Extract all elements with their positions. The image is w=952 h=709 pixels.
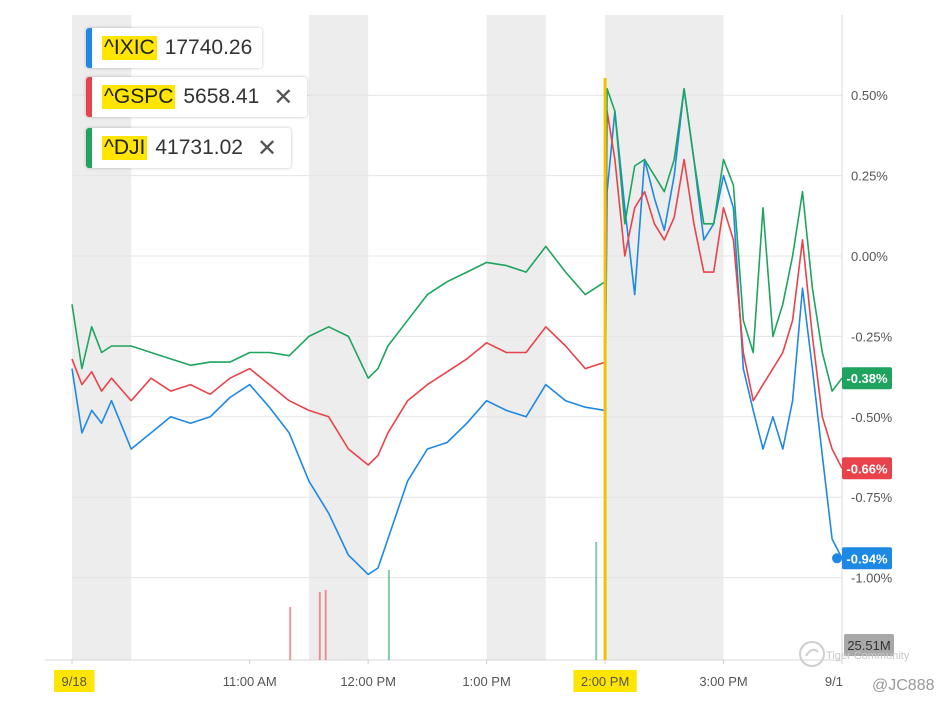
x-tick-label: 9/18 (62, 674, 87, 689)
legend-item-gspc[interactable]: ^GSPC 5658.41 ✕ (86, 77, 308, 117)
volume-bar (318, 592, 321, 660)
y-tick-label: -0.75% (851, 490, 893, 505)
y-axis-ticks: 0.50% 0.25% 0.00% -0.25% -0.50% -0.75% -1.00% (851, 88, 893, 585)
y-tick-label: -0.50% (851, 410, 893, 425)
y-tick-label: 0.00% (851, 249, 888, 264)
x-tick-label: 1:00 PM (462, 674, 510, 689)
shade-band (72, 15, 132, 660)
gridlines (45, 15, 843, 661)
watermark-text: Tiger Community (826, 650, 910, 662)
last-value-text: -0.38% (846, 371, 888, 386)
series-line (71, 110, 843, 469)
legend-value: 17740.26 (164, 36, 253, 59)
tiger-logo-icon (799, 641, 825, 667)
series-color-swatch (86, 28, 92, 68)
volume-bars (289, 542, 598, 660)
x-tick-label: 2:00 PM (581, 674, 629, 689)
session-shading (72, 15, 724, 660)
legend-symbol: ^DJI (102, 136, 148, 160)
watermark-user: @JC888 (872, 677, 935, 694)
last-value-text: -0.66% (846, 461, 888, 476)
volume-bar (324, 590, 327, 660)
last-value-badge (842, 367, 892, 390)
volume-badge (844, 634, 894, 656)
series-color-swatch (86, 77, 92, 117)
x-tick-label: 3:00 PM (699, 674, 747, 689)
x-tick-label: 11:00 AM (223, 674, 277, 689)
close-icon[interactable]: ✕ (273, 83, 294, 111)
volume-text: 25.51M (847, 638, 890, 653)
series-color-swatch (86, 128, 92, 168)
series-lines (71, 88, 843, 576)
series-line (71, 88, 843, 576)
x-tick-highlight (573, 670, 637, 692)
legend-item-dji[interactable]: ^DJI 41731.02 ✕ (86, 128, 292, 168)
x-tick-highlight (54, 670, 95, 692)
y-tick-label: 0.25% (851, 169, 888, 184)
volume-bar (289, 607, 292, 660)
last-value-badges: -0.94% -0.66% -0.38% 25.51M (832, 367, 894, 656)
legend-value: 5658.41 (183, 85, 260, 108)
series-line (71, 88, 843, 392)
x-axis-ticks: 9/18 11:00 AM 12:00 PM 1:00 PM 2:00 PM 3:00 P… (54, 660, 843, 692)
x-tick-label: 12:00 PM (340, 674, 396, 689)
last-value-badge (842, 547, 892, 570)
volume-bar (595, 542, 598, 660)
legend-symbol: ^IXIC (102, 36, 157, 60)
x-tick-label: 9/1 (825, 674, 843, 689)
y-tick-label: 0.50% (851, 88, 888, 103)
close-icon[interactable]: ✕ (256, 134, 278, 162)
last-value-badge (842, 457, 892, 480)
last-value-text: -0.94% (846, 551, 888, 566)
shade-band (605, 15, 724, 660)
volume-bar (387, 570, 390, 660)
shade-band (486, 15, 546, 660)
legend-value: 41731.02 (155, 136, 243, 159)
last-point-dot (832, 553, 842, 564)
y-tick-label: -0.25% (851, 329, 893, 344)
legend-symbol: ^GSPC (102, 85, 176, 109)
shade-band (308, 15, 369, 660)
y-tick-label: -1.00% (851, 571, 893, 586)
legend-item-ixic[interactable]: ^IXIC 17740.26 (86, 28, 263, 68)
